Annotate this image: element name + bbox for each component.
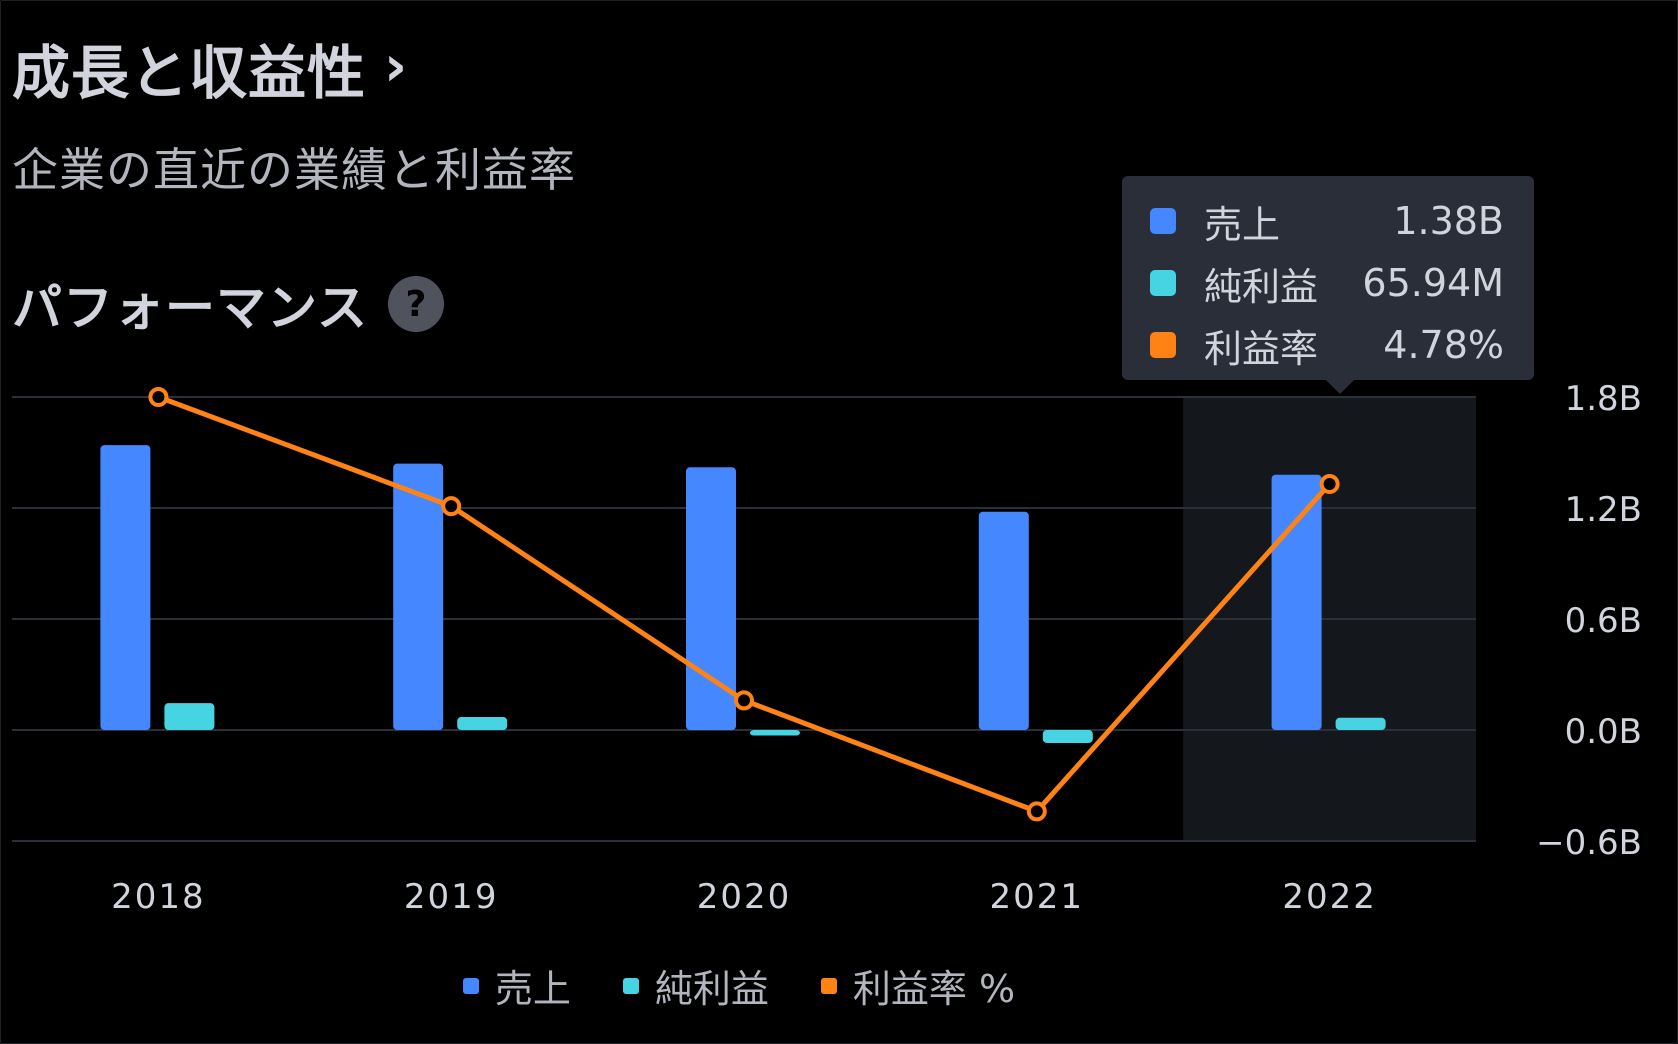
tooltip-value: 65.94M [1362,261,1504,305]
legend-item-net-income[interactable]: 純利益 [622,958,769,1013]
x-tick-label: 2020 [697,877,792,917]
margin-point-2021[interactable] [1026,801,1047,822]
legend-swatch [820,977,837,994]
margin-point-2018[interactable] [148,387,169,407]
net-income-bar-2019[interactable] [457,717,508,730]
net-income-bar-2021[interactable] [1042,730,1093,743]
x-tick-label: 2018 [111,877,206,917]
section-title: パフォーマンス [12,279,368,337]
x-tick-label: 2021 [990,877,1085,917]
revenue-bar-2019[interactable] [393,463,444,730]
x-tick-label: 2019 [404,877,499,917]
tooltip-value: 4.78% [1383,323,1504,367]
margin-swatch [1150,332,1176,358]
x-axis-ticks: 2018 2019 2020 2021 2022 [111,877,1377,917]
net-income-swatch [1150,270,1176,296]
y-axis-ticks: 1.8B 1.2B 0.6B 0.0B −0.6B [1536,379,1642,863]
y-tick-label: 1.8B [1565,379,1642,419]
y-tick-label: 0.0B [1565,712,1642,752]
margin-point-2019[interactable] [441,496,462,517]
margin-series-line [155,394,1333,814]
revenue-bar-2022[interactable] [1271,474,1322,730]
data-tooltip: 売上 1.38B 純利益 65.94M 利益率 4.78% [1122,176,1534,394]
chevron-right-icon[interactable]: › [384,33,408,99]
header[interactable]: 成長と収益性 › [12,26,407,110]
tooltip-label: 純利益 [1204,264,1319,309]
legend-swatch [622,977,639,994]
bars [100,445,1386,743]
help-icon[interactable]: ? [388,276,444,332]
net-income-bar-2022[interactable] [1335,717,1386,730]
legend-item-margin[interactable]: 利益率 % [820,958,1016,1013]
margin-point-2020[interactable] [734,690,754,711]
revenue-bar-2021[interactable] [978,511,1029,730]
chart-legend: 売上 純利益 利益率 % [0,958,1478,1013]
tooltip-label: 売上 [1204,202,1281,247]
tooltip-label: 利益率 [1204,326,1319,371]
y-tick-label: −0.6B [1536,823,1642,863]
revenue-bar-2020[interactable] [686,467,736,730]
y-tick-label: 0.6B [1565,601,1642,641]
legend-label: 売上 [494,967,571,1011]
legend-item-revenue[interactable]: 売上 [462,958,571,1013]
revenue-swatch [1150,208,1176,234]
tooltip-row-margin: 利益率 4.78% [1150,314,1504,376]
page-title[interactable]: 成長と収益性 [12,39,367,107]
tooltip-row-net-income: 純利益 65.94M [1150,252,1504,314]
legend-swatch [462,977,479,994]
legend-label: 利益率 % [852,967,1016,1011]
tooltip-value: 1.38B [1393,199,1504,243]
revenue-bar-2018[interactable] [100,445,151,730]
page-subtitle: 企業の直近の業績と利益率 [12,143,576,197]
section-header: パフォーマンス ? [12,268,444,340]
margin-line [148,387,1340,822]
y-tick-label: 1.2B [1565,490,1642,530]
legend-label: 純利益 [654,967,769,1011]
net-income-bar-2018[interactable] [164,703,215,730]
net-income-bar-2020[interactable] [750,730,800,736]
x-tick-label: 2022 [1282,877,1377,917]
margin-point-2022[interactable] [1319,473,1340,494]
tooltip-row-revenue: 売上 1.38B [1150,190,1504,252]
grid-lines [12,396,1476,842]
